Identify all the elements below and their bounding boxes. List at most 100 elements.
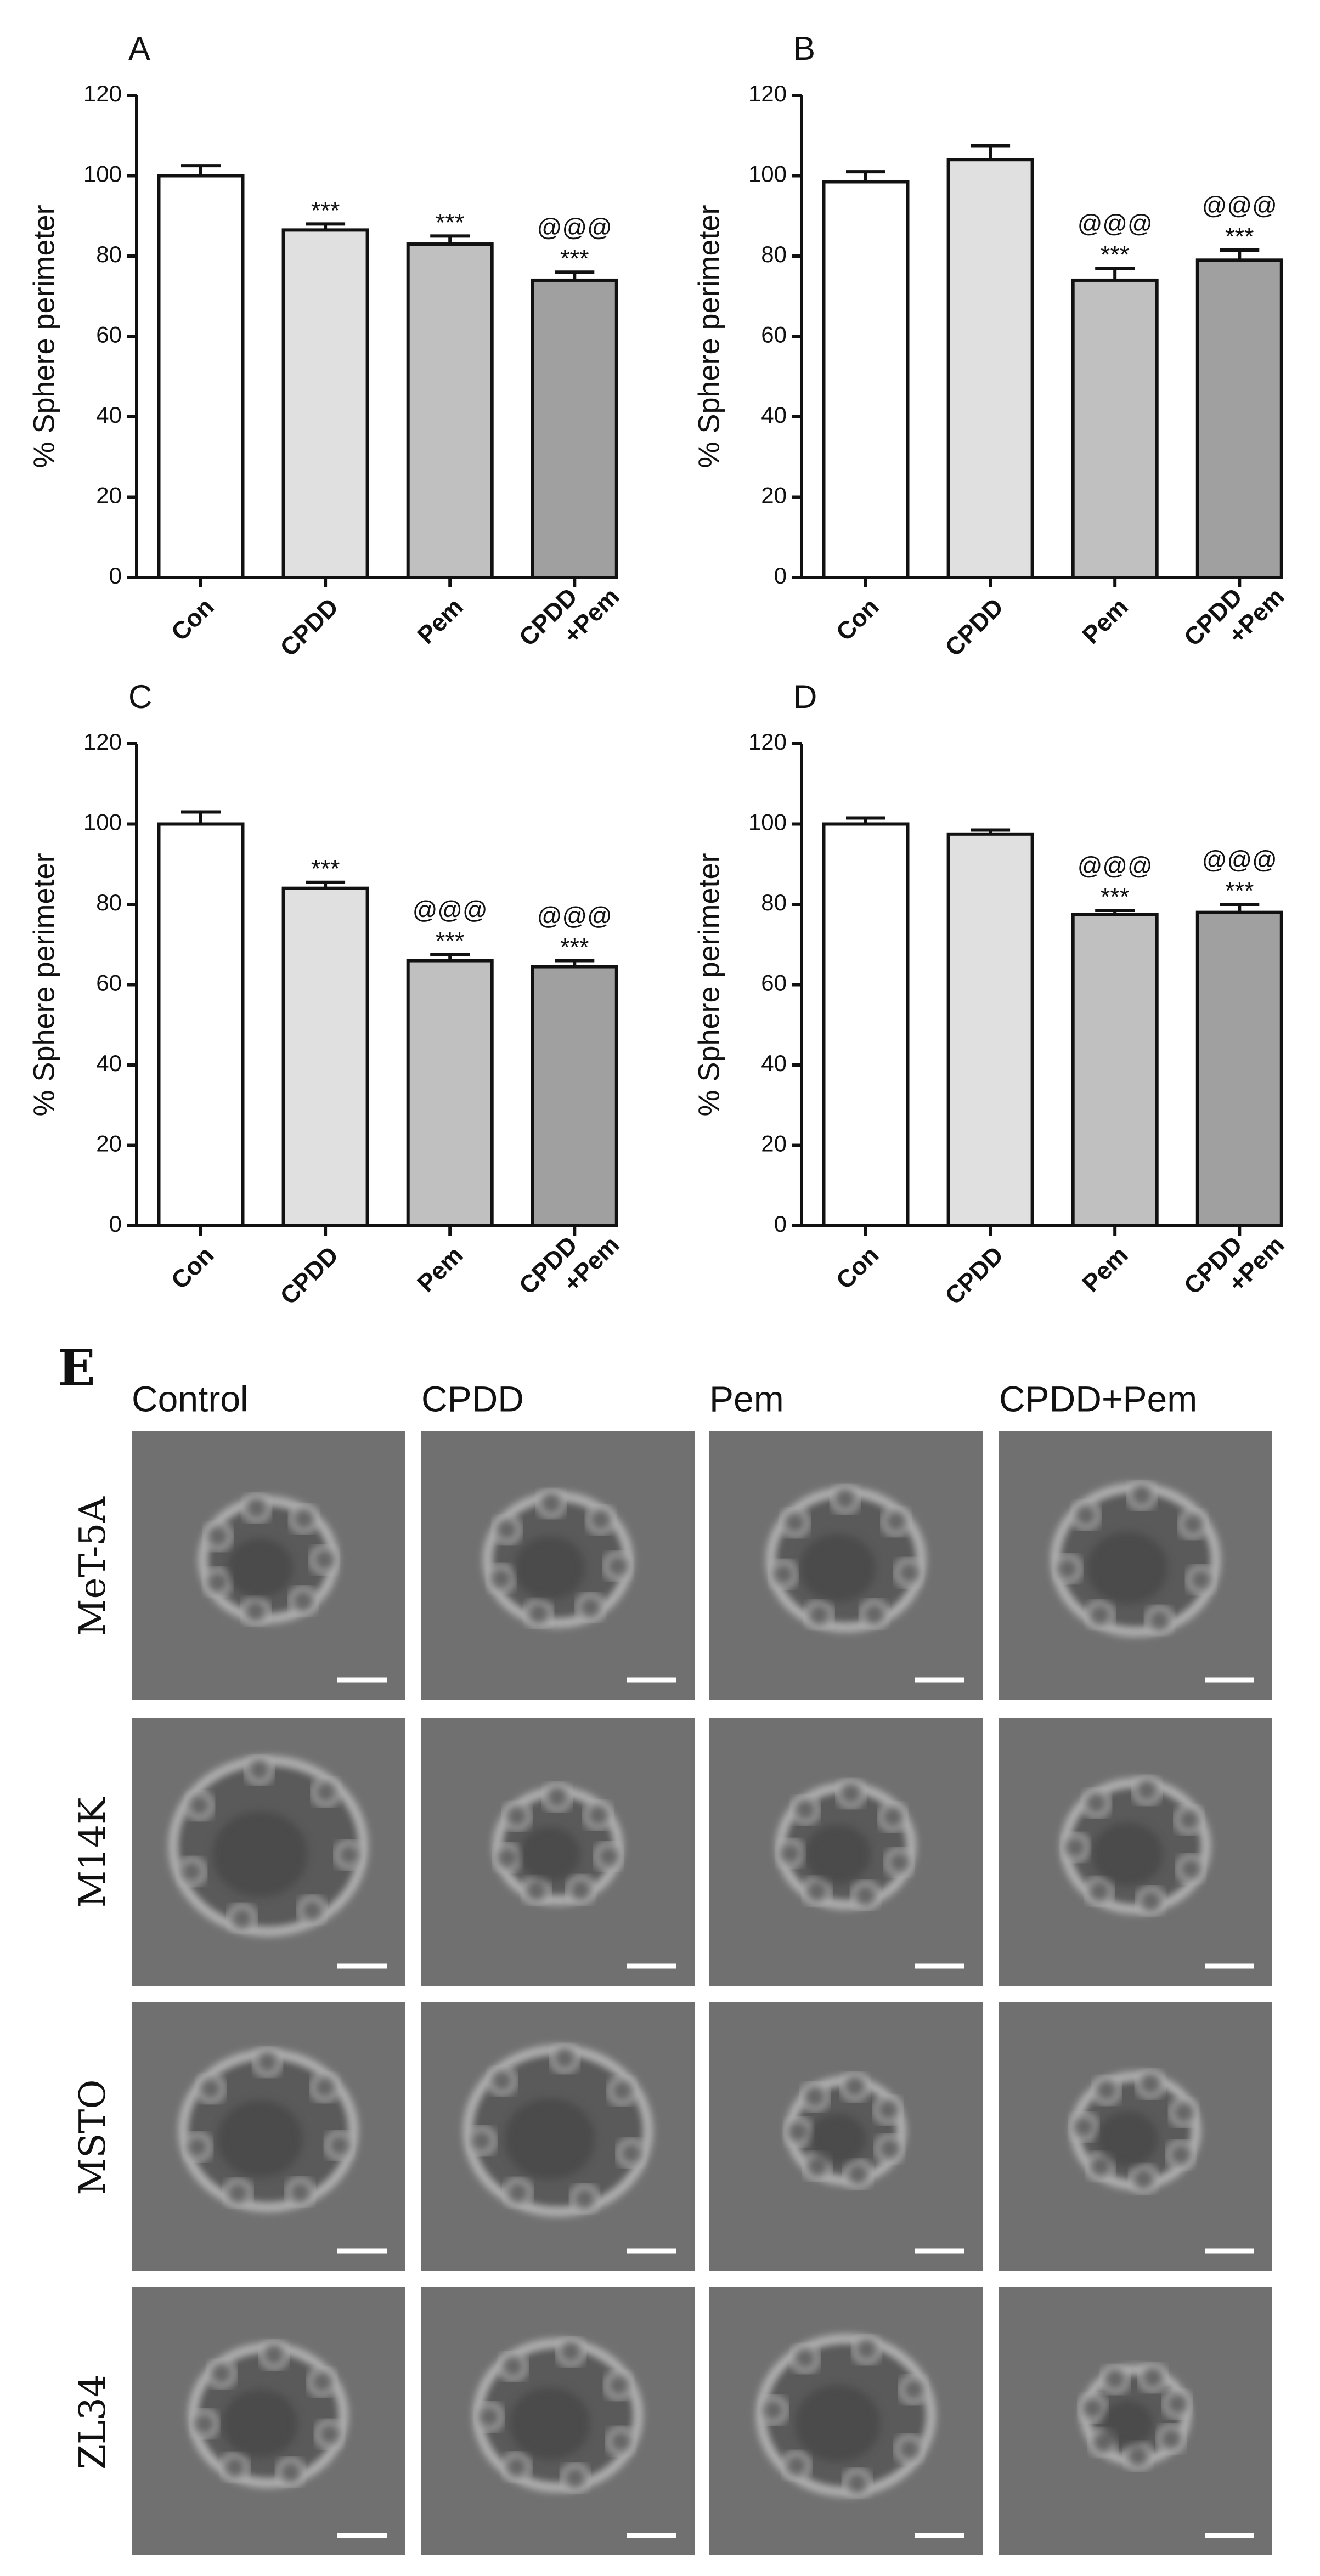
micrograph (709, 2002, 983, 2271)
row-label: MSTO (71, 2080, 114, 2195)
significance-label: @@@ (1078, 852, 1153, 880)
row-label: ZL34 (71, 2374, 114, 2470)
micrograph (999, 1717, 1272, 1986)
row-label: M14K (71, 1797, 114, 1908)
cell (560, 2462, 590, 2493)
significance-label: @@@ (537, 902, 612, 930)
sphere-core (1097, 2111, 1158, 2166)
cell (606, 2426, 636, 2456)
cell (769, 1559, 799, 1589)
y-tick-label: 60 (761, 322, 787, 348)
x-tick-label: Con (166, 1241, 219, 1294)
x-tick-label: Con (831, 592, 884, 646)
cell (1092, 2075, 1122, 2105)
cell (202, 1567, 233, 1598)
significance-label: *** (436, 927, 465, 955)
sphere-core (799, 1533, 876, 1603)
cell (602, 1552, 633, 1582)
y-tick-label: 60 (96, 970, 122, 996)
bar (946, 158, 1034, 579)
y-tick-label: 100 (748, 161, 787, 187)
panel-label: B (793, 30, 815, 67)
y-tick-label: 120 (748, 729, 787, 755)
bar (281, 228, 369, 579)
cell (1126, 1480, 1157, 1510)
x-tick-label: CPDD (939, 1241, 1008, 1310)
y-tick-label: 0 (109, 1211, 122, 1237)
bar (946, 832, 1034, 1227)
column-label: CPDD (421, 1378, 524, 1419)
significance-label: *** (560, 245, 589, 273)
cell (177, 1856, 207, 1887)
bar (157, 174, 245, 579)
panel-label: A (128, 30, 150, 67)
y-tick-label: 20 (761, 483, 787, 508)
significance-label: *** (1101, 883, 1130, 911)
cell (288, 1586, 318, 1616)
significance-label: @@@ (413, 896, 488, 924)
y-tick-label: 0 (774, 1211, 787, 1237)
cell (556, 2337, 586, 2367)
micrograph (709, 1431, 983, 1700)
micrograph (132, 1717, 405, 1986)
cell (782, 2450, 812, 2481)
y-tick-label: 40 (761, 402, 787, 428)
cell (241, 1493, 272, 1524)
cell (523, 1598, 554, 1628)
sphere-core (809, 2114, 866, 2164)
cell (780, 1508, 810, 1538)
cell (1071, 1501, 1101, 1531)
cell (289, 1504, 319, 1534)
y-tick-label: 0 (109, 563, 122, 588)
bar (406, 242, 494, 579)
x-tick-label: Pem (411, 1241, 468, 1297)
cell (800, 2082, 830, 2112)
cell (569, 2183, 600, 2213)
micrograph (999, 1431, 1272, 1700)
cell (1176, 1854, 1206, 1884)
cell (1132, 1775, 1162, 1805)
bar (157, 822, 245, 1227)
sphere-core (1092, 1822, 1163, 1887)
cell (252, 2047, 283, 2077)
cell (894, 2434, 924, 2464)
cell (758, 2395, 788, 2425)
cell (184, 1791, 215, 1821)
cell (1123, 2441, 1153, 2471)
cell (309, 1544, 340, 1575)
cell (1166, 2139, 1196, 2170)
micrograph (709, 1717, 983, 1986)
sphere-core (804, 1824, 871, 1884)
bar (1195, 910, 1283, 1227)
cell (1085, 1600, 1115, 1630)
bar (1195, 258, 1283, 579)
cell (492, 1515, 522, 1545)
cell (334, 1840, 364, 1870)
panel-label: C (128, 678, 152, 715)
cell (542, 1782, 572, 1813)
cell (275, 2457, 306, 2487)
y-axis-label: % Sphere perimeter (692, 853, 725, 1116)
bar (406, 959, 494, 1227)
sphere-core (222, 2389, 298, 2458)
cell (776, 1838, 806, 1869)
cell (1084, 1876, 1114, 1906)
x-tick-label: CPDD (274, 1241, 343, 1310)
x-tick-label: CPDD (939, 592, 1008, 661)
cell (309, 2073, 340, 2103)
cell (1178, 1509, 1208, 1539)
y-tick-label: 120 (83, 81, 122, 106)
y-tick-label: 0 (774, 563, 787, 588)
bar (822, 822, 910, 1227)
cell (467, 2126, 497, 2156)
x-tick-label: Pem (411, 592, 468, 649)
y-tick-label: 20 (96, 1131, 122, 1157)
cell (843, 2159, 873, 2189)
cell (881, 1507, 911, 1537)
cell (1085, 2152, 1115, 2182)
cell (498, 2351, 528, 2381)
cell (196, 2074, 226, 2104)
cell (850, 1881, 881, 1911)
cell (227, 1903, 257, 1933)
cell (297, 1895, 327, 1926)
